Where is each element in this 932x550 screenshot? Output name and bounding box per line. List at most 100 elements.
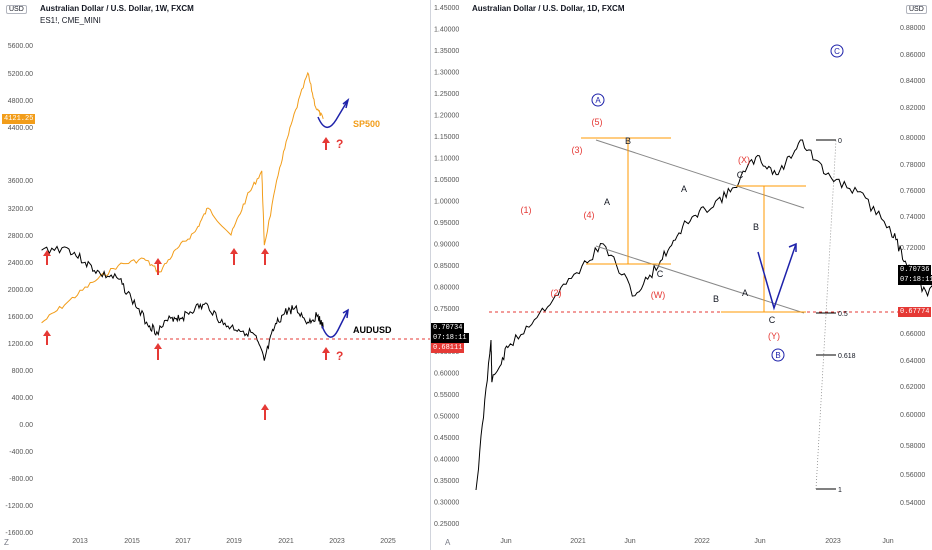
price-axis-label: -800.00 (9, 476, 33, 483)
left-axis-label: 1.20000 (434, 113, 459, 120)
left-axis-label: 1.40000 (434, 27, 459, 34)
time-axis-label: 2023 (825, 538, 841, 545)
red-arrow-head (261, 404, 269, 410)
audusd-last-value-tag: 0.70734 (431, 323, 465, 333)
wave-label-black: B (713, 294, 719, 304)
right-axis-label: 0.84000 (900, 78, 925, 85)
audusd-label: AUDUSD (353, 325, 392, 335)
time-axis-label: 2023 (329, 538, 345, 545)
audusd-countdown-tag: 07:18:11 (431, 333, 469, 343)
daily-chart-canvas[interactable]: 1.45000 1.40000 1.35000 1.30000 1.25000 1.200… (431, 0, 932, 550)
time-axis-label: 2025 (380, 538, 396, 545)
right-axis-label: 0.66000 (900, 331, 925, 338)
left-axis-label: 1.00000 (434, 199, 459, 206)
right-axis-label: 0.58000 (900, 443, 925, 450)
auto-scale-icon[interactable]: A (445, 538, 451, 547)
left-axis-label: 0.95000 (434, 220, 459, 227)
sp500-series-line (41, 71, 324, 324)
right-axis-label: 0.88000 (900, 25, 925, 32)
audusd-forecast-path (321, 309, 349, 338)
wave-label-red: (5) (592, 117, 603, 127)
right-axis-label: 0.64000 (900, 358, 925, 365)
left-axis-label: 0.40000 (434, 457, 459, 464)
left-axis-label: 0.55000 (434, 392, 459, 399)
left-axis-label: 0.50000 (434, 414, 459, 421)
currency-badge[interactable]: USD (906, 5, 927, 14)
currency-badge[interactable]: USD (6, 5, 27, 14)
right-axis-label: 0.56000 (900, 472, 925, 479)
red-arrow-head (322, 347, 330, 353)
left-axis-label: 1.10000 (434, 156, 459, 163)
price-axis-label: 5600.00 (8, 43, 33, 50)
sp500-forecast-path (317, 99, 349, 128)
left-axis-label: 0.85000 (434, 263, 459, 270)
time-axis-label: 2021 (278, 538, 294, 545)
time-axis-label: Jun (500, 538, 511, 545)
right-axis-label: 0.60000 (900, 412, 925, 419)
right-axis-label: 0.86000 (900, 52, 925, 59)
channel-lower (595, 245, 805, 314)
price-axis-label: 3200.00 (8, 206, 33, 213)
fib-trend-line (815, 139, 837, 490)
left-axis-label: 0.60000 (434, 371, 459, 378)
channel-upper (595, 139, 805, 209)
price-axis-label: 400.00 (12, 395, 34, 402)
forecast-arrowhead (788, 242, 797, 252)
support-price-tag: 0.67774 (898, 307, 932, 317)
fib-level-label: 0.5 (838, 311, 848, 318)
sp500-label: SP500 (353, 119, 380, 129)
weekly-chart-panel[interactable]: Australian Dollar / U.S. Dollar, 1W, FXC… (0, 0, 431, 550)
price-axis-label: 1600.00 (8, 314, 33, 321)
last-price-tag: 0.70736 (898, 265, 932, 275)
price-axis-label: 4800.00 (8, 98, 33, 105)
red-arrow-head (43, 330, 51, 336)
wave-label-red: (Y) (768, 331, 780, 341)
red-arrow-head (43, 250, 51, 256)
price-axis-label: 3600.00 (8, 178, 33, 185)
right-axis-label: 0.80000 (900, 135, 925, 142)
wave-label-red: (W) (651, 290, 666, 300)
wave-A-text: A (595, 96, 601, 105)
left-axis-label: 1.30000 (434, 70, 459, 77)
wave-C-text: C (834, 47, 840, 56)
left-axis-label: 1.15000 (434, 134, 459, 141)
wave-label-red: (2) (551, 288, 562, 298)
time-axis-label: 2017 (175, 538, 191, 545)
daily-chart-panel[interactable]: Australian Dollar / U.S. Dollar, 1D, FXC… (431, 0, 932, 550)
left-axis-label: 0.75000 (434, 306, 459, 313)
wave-label-red: (4) (584, 210, 595, 220)
zoom-icon[interactable]: Z (4, 538, 9, 547)
wave-label-black: C (657, 269, 664, 279)
weekly-chart-canvas[interactable]: 5600.00 5200.00 4800.00 4400.00 3600.00 3200.… (0, 0, 430, 550)
wave-label-red: (1) (521, 205, 532, 215)
overlay-symbol-label[interactable]: ES1!, CME_MINI (40, 16, 101, 25)
time-axis-label: 2013 (72, 538, 88, 545)
wave-label-black: C (769, 315, 776, 325)
forecast-path (757, 243, 797, 311)
price-axis-label: 1200.00 (8, 341, 33, 348)
price-axis-label: 800.00 (12, 368, 34, 375)
price-axis-label: 4400.00 (8, 125, 33, 132)
fib-level-label: 1 (838, 487, 842, 494)
left-axis-label: 1.45000 (434, 5, 459, 12)
price-axis-label: -400.00 (9, 449, 33, 456)
right-axis-label: 0.62000 (900, 384, 925, 391)
wave-label-black: C (737, 170, 744, 180)
price-axis-label: 2800.00 (8, 233, 33, 240)
audusd-series-line (41, 245, 324, 361)
time-axis-label: Jun (882, 538, 893, 545)
red-arrow-head (154, 258, 162, 264)
price-axis-label: -1600.00 (5, 530, 33, 537)
time-axis-label: Jun (624, 538, 635, 545)
audusd-daily-line (475, 139, 932, 491)
fib-level-label: 0.618 (838, 353, 856, 360)
time-axis-label: Jun (754, 538, 765, 545)
support-value-tag: 0.68111 (431, 343, 465, 353)
chart-title: Australian Dollar / U.S. Dollar, 1D, FXC… (472, 4, 625, 13)
countdown-tag: 07:18:11 (898, 275, 932, 285)
wave-label-black: B (625, 136, 631, 146)
left-axis-label: 0.45000 (434, 435, 459, 442)
red-arrow-head (230, 248, 238, 254)
left-axis-label: 1.05000 (434, 177, 459, 184)
left-axis-label: 0.90000 (434, 242, 459, 249)
